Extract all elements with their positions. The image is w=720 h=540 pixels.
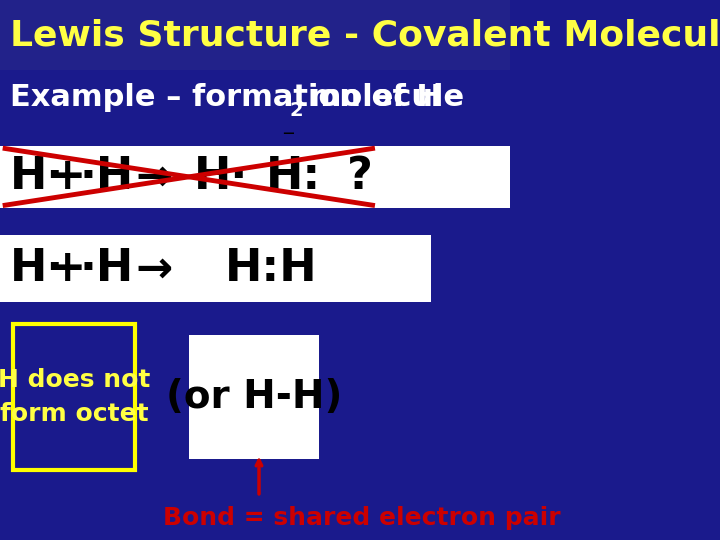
Text: molecule: molecule xyxy=(299,83,464,112)
Text: →: → xyxy=(135,156,173,198)
Text: Bond = shared electron pair: Bond = shared electron pair xyxy=(163,507,561,530)
Text: H·: H· xyxy=(10,156,65,198)
FancyBboxPatch shape xyxy=(189,335,319,459)
FancyBboxPatch shape xyxy=(0,0,510,70)
Text: 2: 2 xyxy=(289,101,303,120)
Text: H·: H· xyxy=(10,247,65,290)
Text: H:: H: xyxy=(266,156,320,198)
Text: +: + xyxy=(48,156,86,198)
Text: H:H: H:H xyxy=(225,247,318,290)
Text: Lewis Structure - Covalent Molecules: Lewis Structure - Covalent Molecules xyxy=(10,18,720,52)
FancyBboxPatch shape xyxy=(0,235,431,302)
Text: Example – formation of H: Example – formation of H xyxy=(10,83,442,112)
Text: H does not
form octet: H does not form octet xyxy=(0,368,150,426)
Text: H·: H· xyxy=(194,156,248,198)
Text: ·H: ·H xyxy=(79,156,133,198)
Text: ‾: ‾ xyxy=(283,132,293,151)
Text: →: → xyxy=(135,247,173,290)
Text: ?: ? xyxy=(347,156,373,198)
Text: +: + xyxy=(48,247,86,290)
FancyBboxPatch shape xyxy=(13,324,135,470)
Text: (or H-H): (or H-H) xyxy=(166,378,342,416)
Text: ·H: ·H xyxy=(79,247,133,290)
FancyBboxPatch shape xyxy=(0,146,510,208)
